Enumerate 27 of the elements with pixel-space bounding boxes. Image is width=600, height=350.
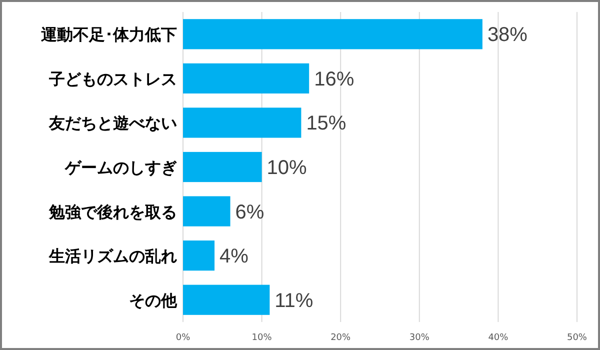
bar [183, 196, 230, 226]
y-tick-label: その他 [129, 292, 178, 310]
y-tick-label: 生活リズムの乱れ [48, 248, 177, 266]
x-tick-label: 40% [488, 333, 509, 343]
x-tick-label: 50% [566, 333, 588, 343]
y-tick-label: 友だちと遊べない [48, 114, 177, 133]
x-tick-label: 0% [176, 333, 191, 343]
data-label: 11% [274, 290, 314, 312]
data-label: 4% [220, 246, 249, 268]
bar [183, 152, 262, 182]
data-label: 16% [314, 68, 354, 90]
bar [183, 19, 482, 50]
bar [183, 240, 215, 271]
bar [183, 63, 310, 94]
x-tick-label: 20% [330, 333, 352, 343]
y-tick-label: 運動不足･体力低下 [40, 26, 177, 44]
data-label: 15% [306, 112, 346, 135]
x-tick-label: 30% [409, 333, 430, 343]
y-tick-label: ゲームのしすぎ [64, 160, 177, 177]
x-tick-label: 10% [252, 333, 272, 343]
bar [183, 108, 302, 138]
data-label: 38% [487, 24, 528, 46]
y-tick-label: 子どものストレス [48, 71, 177, 88]
data-label: 6% [235, 201, 264, 224]
y-tick-label: 勉強で後れを取る [48, 203, 177, 222]
data-label: 10% [266, 157, 308, 179]
bar [183, 284, 270, 315]
